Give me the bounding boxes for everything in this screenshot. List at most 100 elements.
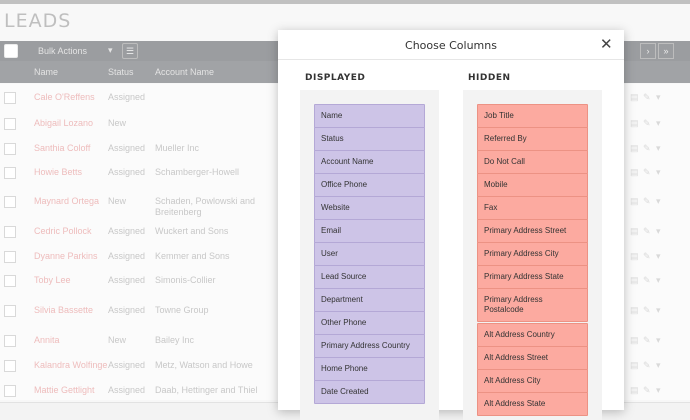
displayed-column-chip[interactable]: Email	[314, 219, 425, 243]
lead-status: Assigned	[108, 167, 146, 177]
pencil-icon[interactable]: ✎	[643, 385, 651, 395]
displayed-column-chip[interactable]: Name	[314, 104, 425, 128]
bulk-actions-button[interactable]: Bulk Actions	[38, 46, 88, 56]
column-header-name[interactable]: Name	[34, 67, 59, 77]
hidden-column-chip[interactable]: Alt Address Street	[477, 346, 588, 370]
displayed-column-chip[interactable]: User	[314, 242, 425, 266]
chevron-right-icon[interactable]: ›	[640, 43, 656, 59]
hidden-column-chip[interactable]: Primary Address State	[477, 265, 588, 289]
chevron-down-icon[interactable]: ▾	[656, 251, 661, 261]
column-header-account[interactable]: Account Name	[155, 67, 215, 77]
displayed-column-chip[interactable]: Office Phone	[314, 173, 425, 197]
hidden-column-chip[interactable]: Fax	[477, 196, 588, 220]
row-checkbox[interactable]	[4, 118, 16, 130]
pencil-icon[interactable]: ✎	[643, 305, 651, 315]
chevron-down-icon[interactable]: ▾	[656, 196, 661, 206]
list-icon[interactable]: ▤	[630, 118, 639, 128]
hidden-column-chip[interactable]: Mobile	[477, 173, 588, 197]
list-icon[interactable]: ▤	[630, 360, 639, 370]
lead-name-link[interactable]: Cale O'Reffens	[34, 92, 95, 102]
lead-name-link[interactable]: Annita	[34, 335, 60, 345]
displayed-columns-list[interactable]: Name Status Account Name Office Phone Websit…	[300, 90, 439, 420]
list-icon[interactable]: ▤	[630, 143, 639, 153]
list-icon[interactable]: ▤	[630, 251, 639, 261]
lead-name-link[interactable]: Kalandra Wolfinge	[34, 360, 108, 370]
list-icon[interactable]: ▤	[630, 226, 639, 236]
select-all-checkbox[interactable]	[4, 44, 18, 58]
chevron-down-icon[interactable]: ▾	[656, 305, 661, 315]
lead-name-link[interactable]: Dyanne Parkins	[34, 251, 98, 261]
pencil-icon[interactable]: ✎	[643, 335, 651, 345]
hidden-columns-list[interactable]: Job Title Referred By Do Not Call Mobile Fax…	[463, 90, 602, 420]
column-header-status[interactable]: Status	[108, 67, 134, 77]
row-checkbox[interactable]	[4, 275, 16, 287]
lead-name-link[interactable]: Howie Betts	[34, 167, 83, 177]
list-icon[interactable]: ▤	[630, 335, 639, 345]
hidden-column-chip[interactable]: Job Title	[477, 104, 588, 128]
chevron-down-icon[interactable]: ▾	[108, 45, 113, 55]
chevron-down-icon[interactable]: ▾	[656, 226, 661, 236]
hidden-column-chip[interactable]: Alt Address Country	[477, 323, 588, 347]
list-icon[interactable]: ▤	[630, 196, 639, 206]
list-icon[interactable]: ▤	[630, 385, 639, 395]
chevron-down-icon[interactable]: ▾	[656, 92, 661, 102]
displayed-column-chip[interactable]: Primary Address Country	[314, 334, 425, 358]
chevron-down-icon[interactable]: ▾	[656, 143, 661, 153]
lead-name-link[interactable]: Maynard Ortega	[34, 196, 100, 206]
hidden-column-chip[interactable]: Alt Address State	[477, 392, 588, 416]
row-checkbox[interactable]	[4, 385, 16, 397]
list-icon[interactable]: ☰	[122, 43, 138, 59]
row-checkbox[interactable]	[4, 196, 16, 208]
row-checkbox[interactable]	[4, 226, 16, 238]
pencil-icon[interactable]: ✎	[643, 118, 651, 128]
list-icon[interactable]: ▤	[630, 305, 639, 315]
pencil-icon[interactable]: ✎	[643, 360, 651, 370]
row-checkbox[interactable]	[4, 143, 16, 155]
hidden-column-chip[interactable]: Primary Address City	[477, 242, 588, 266]
chevron-down-icon[interactable]: ▾	[656, 275, 661, 285]
displayed-column-chip[interactable]: Date Created	[314, 380, 425, 404]
chevron-down-icon[interactable]: ▾	[656, 385, 661, 395]
hidden-column-chip[interactable]: Do Not Call	[477, 150, 588, 174]
list-icon[interactable]: ▤	[630, 167, 639, 177]
hidden-column-chip[interactable]: Primary Address Street	[477, 219, 588, 243]
lead-name-link[interactable]: Cedric Pollock	[34, 226, 92, 236]
hidden-column-chip[interactable]: Alt Address City	[477, 369, 588, 393]
chevron-down-icon[interactable]: ▾	[656, 167, 661, 177]
displayed-column-chip[interactable]: Other Phone	[314, 311, 425, 335]
row-checkbox[interactable]	[4, 251, 16, 263]
lead-name-link[interactable]: Abigail Lozano	[34, 118, 94, 128]
row-checkbox[interactable]	[4, 335, 16, 347]
displayed-column-chip[interactable]: Website	[314, 196, 425, 220]
list-icon[interactable]: ▤	[630, 275, 639, 285]
row-checkbox[interactable]	[4, 92, 16, 104]
pencil-icon[interactable]: ✎	[643, 251, 651, 261]
row-checkbox[interactable]	[4, 167, 16, 179]
list-icon[interactable]: ▤	[630, 92, 639, 102]
pencil-icon[interactable]: ✎	[643, 226, 651, 236]
lead-name-link[interactable]: Silvia Bassette	[34, 305, 94, 315]
displayed-column-chip[interactable]: Lead Source	[314, 265, 425, 289]
lead-name-link[interactable]: Mattie Gettlight	[34, 385, 95, 395]
lead-name-link[interactable]: Toby Lee	[34, 275, 71, 285]
pencil-icon[interactable]: ✎	[643, 143, 651, 153]
chevron-down-icon[interactable]: ▾	[656, 360, 661, 370]
row-checkbox[interactable]	[4, 305, 16, 317]
hidden-column-chip[interactable]: Primary Address Postalcode	[477, 288, 588, 322]
lead-name-link[interactable]: Santhia Coloff	[34, 143, 91, 153]
dialog-title: Choose Columns	[405, 39, 497, 52]
hidden-column-chip[interactable]: Referred By	[477, 127, 588, 151]
row-checkbox[interactable]	[4, 360, 16, 372]
pencil-icon[interactable]: ✎	[643, 196, 651, 206]
close-icon[interactable]: ✕	[600, 36, 613, 53]
chevron-down-icon[interactable]: ▾	[656, 335, 661, 345]
pencil-icon[interactable]: ✎	[643, 275, 651, 285]
chevron-down-icon[interactable]: ▾	[656, 118, 661, 128]
displayed-column-chip[interactable]: Home Phone	[314, 357, 425, 381]
pencil-icon[interactable]: ✎	[643, 92, 651, 102]
displayed-column-chip[interactable]: Account Name	[314, 150, 425, 174]
double-chevron-right-icon[interactable]: »	[658, 43, 674, 59]
displayed-column-chip[interactable]: Status	[314, 127, 425, 151]
pencil-icon[interactable]: ✎	[643, 167, 651, 177]
displayed-column-chip[interactable]: Department	[314, 288, 425, 312]
